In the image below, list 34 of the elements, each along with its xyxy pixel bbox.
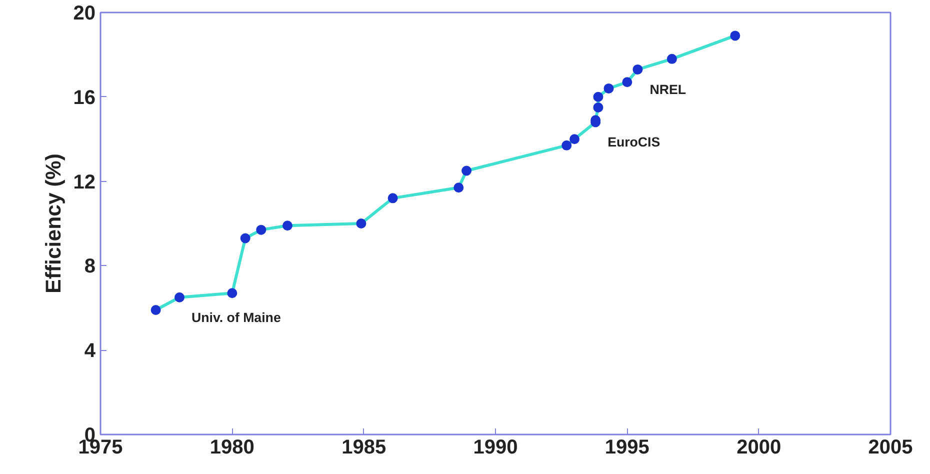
annotation: Univ. of Maine [192, 310, 281, 325]
point [622, 77, 632, 88]
point [604, 83, 614, 94]
annotation: EuroCIS [608, 134, 660, 150]
x-tick-label: 2005 [868, 436, 913, 458]
point [593, 102, 604, 112]
point [454, 182, 464, 193]
x-tick-label: 1980 [210, 436, 254, 458]
point [282, 220, 292, 231]
point [730, 30, 740, 41]
point [632, 64, 643, 74]
point [562, 140, 572, 150]
y-tick-label: 20 [73, 2, 96, 24]
point [570, 134, 580, 144]
point [462, 166, 472, 176]
x-tick-label: 1985 [342, 436, 386, 458]
point [666, 54, 677, 64]
point [256, 224, 266, 235]
point [356, 218, 366, 228]
point [388, 193, 398, 204]
y-tick-label: 8 [84, 256, 96, 278]
y-axis-title: Efficiency (%) [41, 154, 66, 294]
x-tick-label: 2000 [736, 436, 782, 458]
y-tick-label: 4 [84, 340, 96, 362]
x-tick-label: 1995 [604, 436, 650, 458]
annotation: NREL [650, 82, 686, 97]
point [593, 92, 604, 102]
y-tick-label: 16 [73, 86, 96, 109]
x-tick-label: 1990 [473, 436, 518, 458]
y-tick-label: 12 [73, 171, 96, 194]
point [150, 305, 161, 315]
point [240, 233, 250, 244]
point [227, 288, 238, 298]
point [174, 292, 184, 302]
